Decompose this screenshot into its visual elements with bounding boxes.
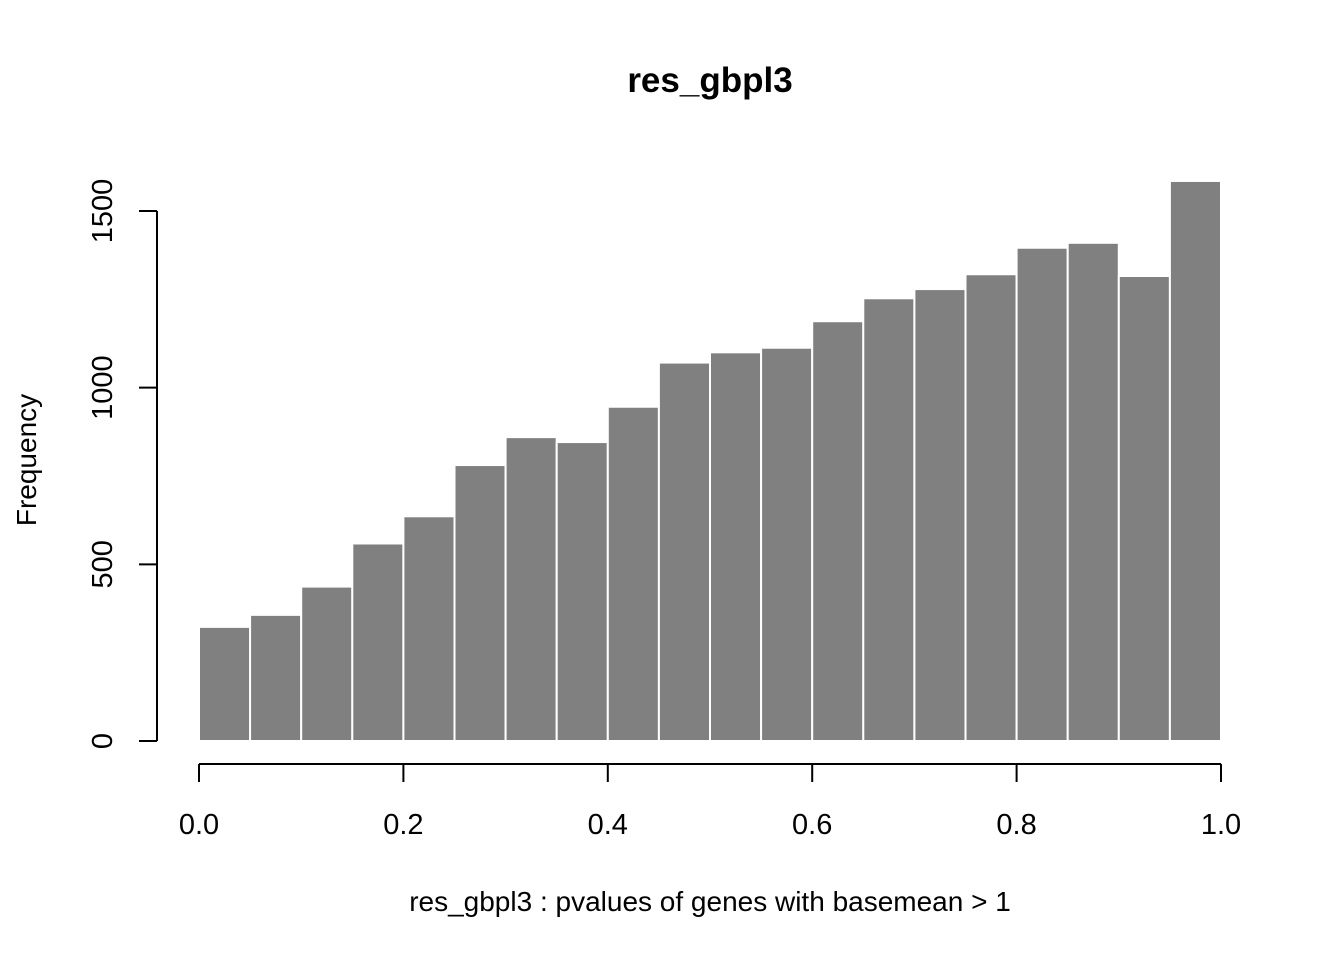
histogram-bar <box>402 515 456 743</box>
histogram-bar <box>606 405 660 742</box>
histogram-bar <box>300 585 354 742</box>
histogram-bar <box>760 346 814 742</box>
histogram-bar <box>913 288 967 742</box>
histogram-bar <box>1117 275 1171 742</box>
histogram-bar <box>1015 246 1069 742</box>
histogram-bar <box>249 613 303 742</box>
histogram-bar <box>1066 241 1120 743</box>
x-tick-label: 0.0 <box>179 809 219 841</box>
histogram-bar <box>709 351 763 742</box>
histogram-bar <box>453 464 507 742</box>
x-tick-label: 0.4 <box>588 809 628 841</box>
y-tick-label: 0 <box>87 733 119 749</box>
histogram-bar <box>351 542 405 743</box>
x-axis-label: res_gbpl3 : pvalues of genes with baseme… <box>409 886 1011 917</box>
histogram-bar <box>862 297 916 742</box>
x-tick-label: 0.6 <box>792 809 832 841</box>
histogram-bar <box>1168 179 1223 742</box>
chart-title: res_gbpl3 <box>627 61 792 100</box>
y-axis-label: Frequency <box>11 394 42 526</box>
bars-group <box>198 179 1223 743</box>
x-axis: 0.0 0.2 0.4 0.6 0.8 1.0 <box>179 763 1241 841</box>
y-tick-label: 500 <box>87 540 119 588</box>
histogram-bar <box>964 273 1018 742</box>
x-tick-label: 1.0 <box>1201 809 1241 841</box>
histogram-bar <box>657 361 712 742</box>
y-axis: 0 500 1000 1500 <box>87 179 158 749</box>
histogram-bar <box>555 441 609 742</box>
histogram-bar <box>504 436 558 742</box>
y-tick-label: 1000 <box>87 355 119 420</box>
x-tick-label: 0.8 <box>996 809 1036 841</box>
x-tick-label: 0.2 <box>383 809 423 841</box>
histogram-bar <box>811 320 865 742</box>
y-tick-label: 1500 <box>87 179 119 244</box>
histogram-bar <box>198 625 252 743</box>
